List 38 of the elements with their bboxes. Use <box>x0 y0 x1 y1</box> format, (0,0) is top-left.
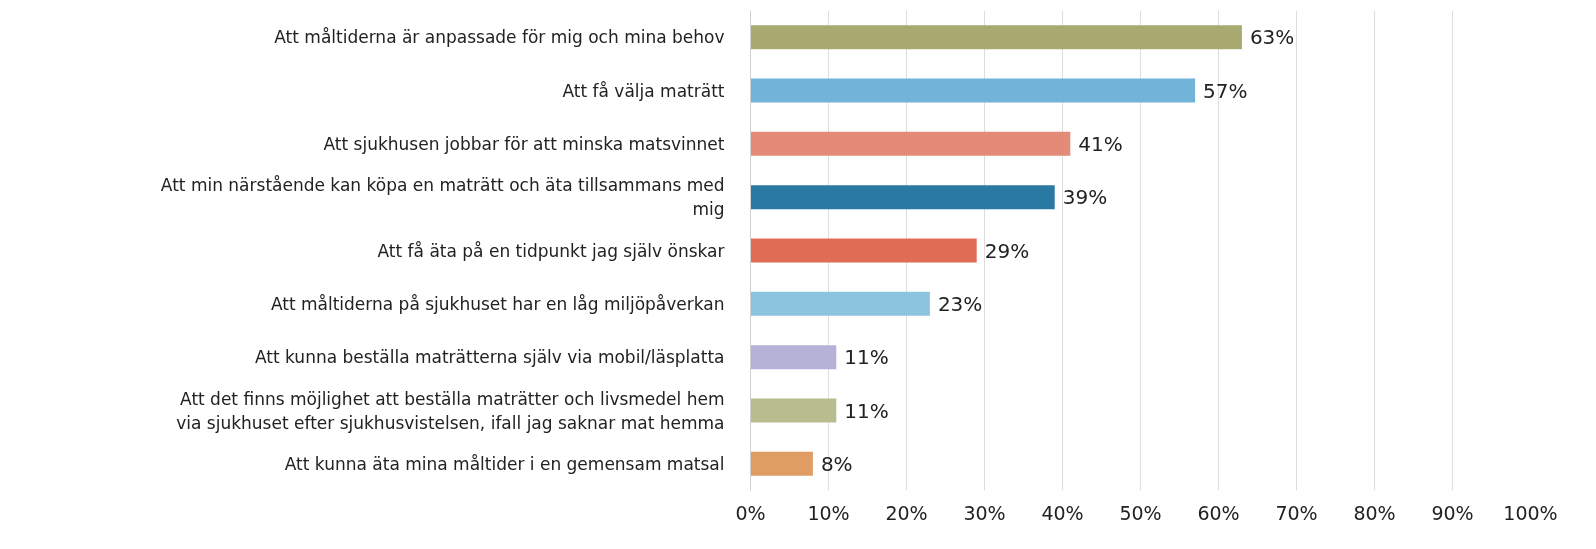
x-tick-label: 90% <box>1431 501 1474 524</box>
data-label: 39% <box>1062 185 1108 210</box>
y-tick-label: Att kunna beställa maträtterna själv via mobil/läsplatta <box>254 347 725 368</box>
y-tick-label: Att få välja maträtt <box>562 80 725 101</box>
bar <box>750 185 1055 210</box>
y-tick-label: Att få äta på en tidpunkt jag själv önskar <box>377 240 725 261</box>
y-tick-label: Att min närstående kan köpa en maträtt och äta tillsammans med mig <box>160 175 725 220</box>
data-label: 29% <box>984 238 1030 263</box>
bar <box>750 25 1242 50</box>
y-tick-label: Att det finns möjlighet att beställa maträtter och livsmedel hem via sjukhuset efter sjukhusvistelsen, ifall jag saknar mat hemma <box>176 388 725 433</box>
x-tick-label: 60% <box>1197 501 1240 524</box>
x-tick-label: 50% <box>1119 501 1162 524</box>
x-tick-label: 100% <box>1503 501 1558 524</box>
y-tick-label: Att måltiderna på sjukhuset har en låg miljöpåverkan <box>270 293 725 314</box>
y-tick-label: Att måltiderna är anpassade för mig och mina behov <box>274 27 725 48</box>
y-tick-label: Att kunna äta mina måltider i en gemensam matsal <box>284 453 725 474</box>
bar <box>750 131 1071 156</box>
data-label: 41% <box>1078 131 1123 156</box>
data-label: 23% <box>937 291 983 316</box>
bar <box>750 78 1196 103</box>
x-tick-label: 10% <box>807 501 850 524</box>
bar <box>750 238 977 263</box>
bar <box>750 345 837 370</box>
data-label: 8% <box>820 451 853 476</box>
x-tick-label: 20% <box>885 501 928 524</box>
x-tick-label: 70% <box>1275 501 1318 524</box>
x-tick-label: 30% <box>963 501 1006 524</box>
x-tick-label: 40% <box>1041 501 1084 524</box>
bar <box>750 398 837 423</box>
x-tick-label: 80% <box>1353 501 1396 524</box>
data-label: 11% <box>844 398 889 423</box>
bar <box>750 291 930 316</box>
data-label: 11% <box>844 345 889 370</box>
bar <box>750 451 813 476</box>
x-tick-label: 0% <box>735 501 766 524</box>
data-label: 63% <box>1249 25 1295 50</box>
data-label: 57% <box>1203 78 1248 103</box>
y-tick-label: Att sjukhusen jobbar för att minska matsvinnet <box>323 133 725 154</box>
